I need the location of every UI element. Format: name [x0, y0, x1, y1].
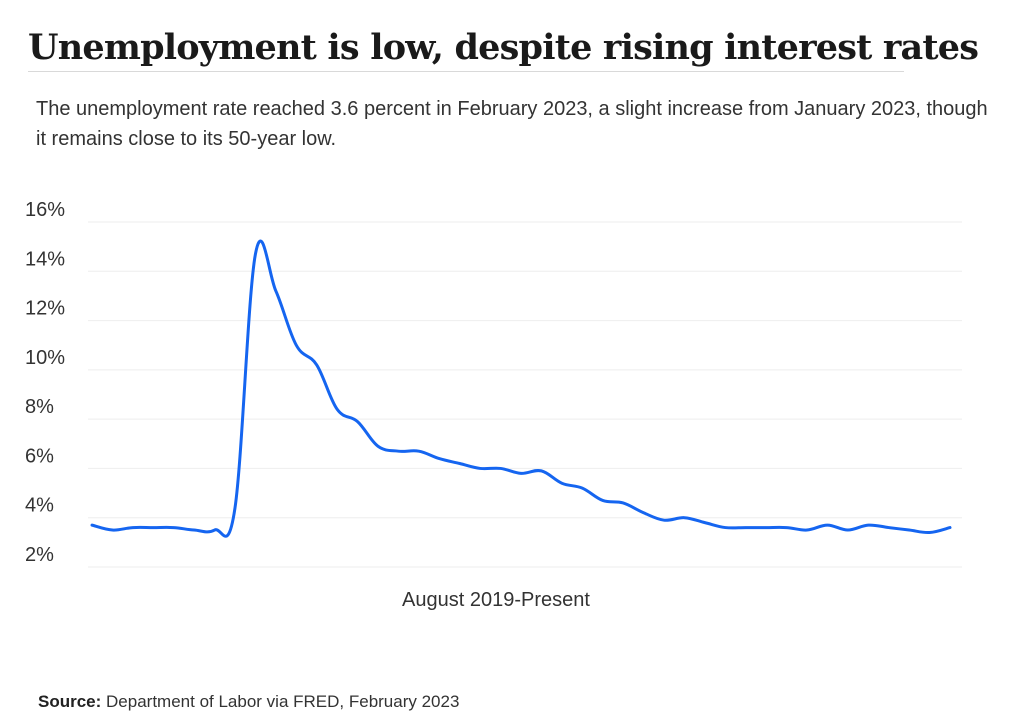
y-tick-label: 16% — [25, 199, 65, 221]
y-tick-label: 8% — [25, 396, 54, 418]
title-divider — [28, 71, 904, 72]
series-layer — [90, 239, 952, 538]
x-axis-label: August 2019-Present — [402, 589, 590, 611]
y-axis-tick-labels: 2% 4% 6% 8% 10% 12% 14% 16% — [25, 199, 65, 566]
y-tick-label: 2% — [25, 544, 54, 566]
y-tick-label: 4% — [25, 495, 54, 517]
source-text: Department of Labor via FRED, February 2… — [106, 692, 460, 711]
unemployment-line-chart: 2% 4% 6% 8% 10% 12% 14% 16% August 2019-Present — [25, 199, 962, 611]
source-note: Source: Department of Labor via FRED, Fe… — [38, 692, 459, 712]
source-label: Source: — [38, 692, 102, 711]
y-tick-label: 14% — [25, 248, 65, 270]
y-tick-label: 10% — [25, 347, 65, 369]
unemployment-rate-line — [90, 239, 952, 538]
y-tick-label: 12% — [25, 298, 65, 320]
chart-subtitle: The unemployment rate reached 3.6 percen… — [36, 98, 988, 150]
grid-lines — [88, 221, 962, 568]
y-tick-label: 6% — [25, 445, 54, 467]
chart-title: Unemployment is low, despite rising inte… — [28, 27, 979, 68]
